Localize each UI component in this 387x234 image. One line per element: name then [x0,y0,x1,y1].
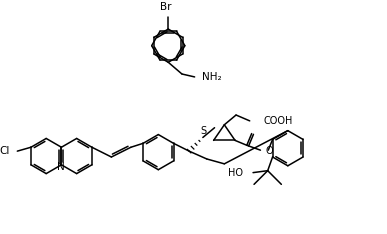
Text: S: S [201,126,207,136]
Text: N: N [57,162,64,172]
Text: NH₂: NH₂ [202,72,222,82]
Text: Br: Br [159,3,171,12]
Text: O: O [265,146,273,156]
Text: COOH: COOH [264,116,293,126]
Text: Cl: Cl [0,146,10,156]
Text: HO: HO [228,168,243,178]
